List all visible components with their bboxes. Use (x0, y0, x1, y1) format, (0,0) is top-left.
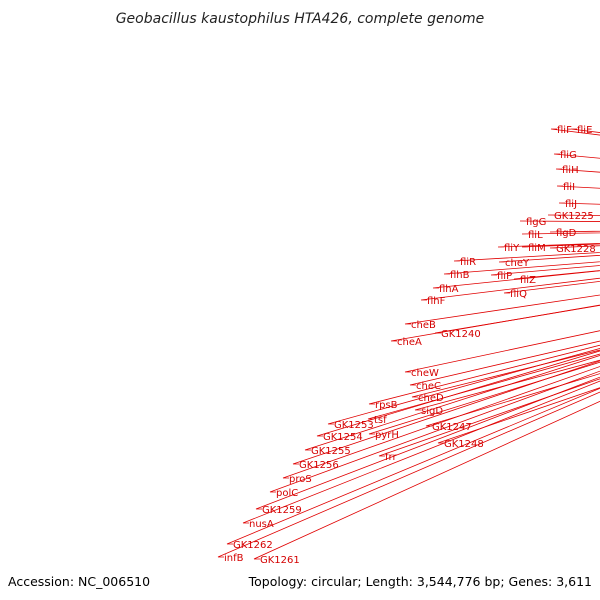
gene-label: fliM (528, 243, 546, 254)
leader-line (368, 361, 600, 435)
leader-line (497, 243, 600, 248)
leader-line (521, 243, 600, 248)
gene-label: fliG (560, 150, 577, 161)
leader-line (553, 153, 600, 159)
gene-label: tsf (374, 415, 387, 426)
gene-label: cheC (416, 381, 441, 392)
leader-line (558, 202, 600, 205)
leader-line (490, 265, 600, 276)
gene-label: proS (289, 474, 312, 485)
leader-line (255, 376, 600, 510)
gene-leaders (217, 128, 600, 560)
leader-line (269, 370, 600, 493)
leader-line (503, 280, 600, 294)
gene-label: GK1240 (441, 329, 481, 340)
leader-line (556, 185, 600, 189)
gene-label: flgD (556, 228, 577, 239)
gene-label: cheY (505, 258, 530, 269)
gene-label: GK1228 (556, 244, 596, 255)
accession-label: Accession: NC_006510 (8, 574, 150, 589)
gene-label: GK1259 (262, 505, 302, 516)
gene-label: GK1255 (311, 446, 351, 457)
leader-line (549, 230, 600, 233)
leader-line (411, 349, 600, 398)
leader-line (549, 245, 600, 249)
footer-backdrop (0, 570, 600, 600)
gene-label: cheD (418, 393, 444, 404)
gene-labels: fliF fliE fliG fliH fliI fliJ flgG GK1225 fliL fl… (224, 125, 596, 566)
leader-line (217, 391, 600, 558)
leader-line (550, 128, 600, 136)
gene-label: frr (385, 452, 397, 463)
gene-label: infB (224, 553, 244, 564)
leader-line (437, 387, 600, 444)
gene-label: GK1254 (323, 432, 363, 443)
leader-line (519, 220, 600, 222)
gene-label: fliE (577, 125, 592, 136)
leader-line (404, 330, 600, 373)
title-backdrop (110, 4, 490, 30)
gene-label: pyrH (375, 430, 399, 441)
gene-label: fliL (528, 230, 543, 241)
genome-summary: Topology: circular; Length: 3,544,776 bp… (248, 574, 592, 589)
gene-label: GK1247 (432, 422, 472, 433)
leader-line (242, 380, 600, 524)
gene-label: rpsB (375, 400, 398, 411)
leader-line (378, 378, 600, 457)
gene-label: fliQ (510, 289, 527, 300)
gene-label: GK1256 (299, 460, 339, 471)
gene-label: cheB (411, 320, 436, 331)
gene-label: GK1261 (260, 555, 300, 566)
gene-label: GK1262 (233, 540, 273, 551)
gene-label: cheA (397, 337, 422, 348)
map-title: Geobacillus kaustophilus HTA426, complet… (116, 11, 485, 27)
gene-label: fliZ (520, 275, 536, 286)
gene-label: cheW (411, 368, 439, 379)
gene-label: GK1253 (334, 420, 374, 431)
gene-label: GK1248 (444, 439, 484, 450)
gene-label: polC (276, 488, 298, 499)
leader-line (498, 254, 600, 263)
gene-label: flhA (439, 284, 459, 295)
leader-line (555, 168, 600, 173)
gene-label: fliP (497, 271, 512, 282)
leader-line (327, 348, 600, 425)
gene-label: fliF (557, 125, 572, 136)
leader-line (282, 366, 600, 479)
leader-line (432, 270, 600, 289)
leader-line (570, 128, 600, 133)
gene-label: nusA (249, 519, 274, 530)
leader-line (226, 387, 600, 545)
leader-line (409, 340, 600, 386)
gene-label: fliJ (565, 199, 577, 210)
leader-line (367, 353, 600, 420)
gene-label: flgG (526, 217, 546, 228)
gene-label: fliI (563, 182, 575, 193)
leader-line (521, 232, 600, 235)
gene-label: GK1225 (554, 211, 594, 222)
leader-line (453, 252, 600, 262)
leader-line (390, 304, 600, 342)
leader-line (443, 261, 600, 275)
leader-line (368, 344, 600, 405)
gene-label: flhB (450, 270, 470, 281)
leader-line (253, 400, 600, 560)
leader-line (414, 359, 600, 411)
leader-line (404, 294, 600, 325)
leader-line (547, 214, 600, 216)
leader-line (420, 277, 600, 301)
leader-line (316, 350, 600, 437)
gene-label: sigD (421, 406, 443, 417)
gene-label: fliR (460, 257, 476, 268)
leader-line (304, 354, 600, 451)
gene-label: flhF (427, 296, 446, 307)
leader-line (292, 360, 600, 465)
gene-label: fliY (504, 243, 520, 254)
gene-label: fliH (562, 165, 579, 176)
